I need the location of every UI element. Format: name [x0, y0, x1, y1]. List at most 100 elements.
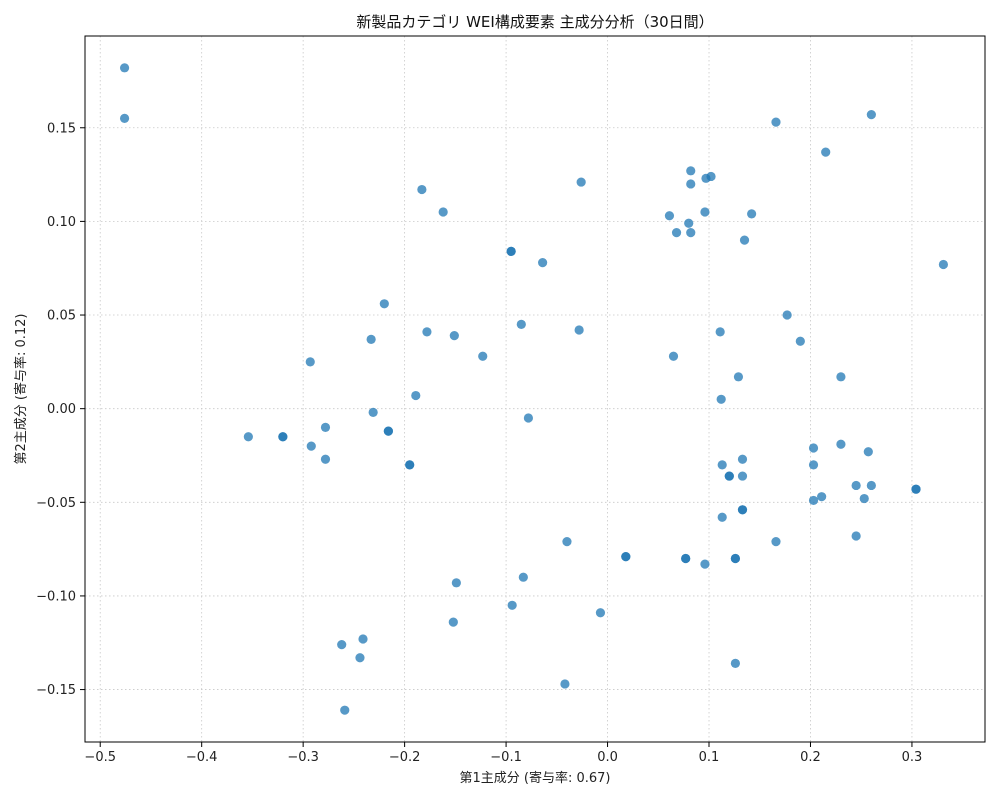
data-point	[383, 426, 393, 436]
data-point	[686, 166, 696, 176]
x-tick-label: −0.2	[389, 750, 421, 765]
data-point	[733, 372, 744, 382]
data-point	[737, 471, 748, 481]
data-point	[379, 299, 389, 309]
data-point	[119, 113, 130, 123]
data-point	[366, 334, 376, 344]
x-axis-title: 第1主成分 (寄与率: 0.67)	[459, 770, 610, 786]
data-point	[538, 257, 548, 268]
y-tick-label: 0.05	[47, 309, 76, 324]
data-point	[574, 325, 584, 335]
data-point	[724, 471, 734, 481]
data-point	[739, 235, 750, 245]
y-axis-title: 第2主成分 (寄与率: 0.12)	[13, 313, 29, 464]
data-point	[715, 327, 725, 337]
data-point	[405, 460, 415, 470]
data-point	[859, 493, 869, 504]
data-point	[411, 390, 421, 401]
data-point	[449, 331, 459, 341]
data-point	[817, 492, 827, 502]
data-point	[851, 480, 861, 491]
data-point	[506, 246, 516, 256]
data-point	[523, 413, 534, 423]
chart-title: 新製品カテゴリ WEI構成要素 主成分分析（30日間）	[356, 13, 713, 31]
data-point	[747, 209, 757, 219]
y-tick-label: −0.15	[36, 683, 76, 698]
data-point	[681, 553, 691, 564]
data-point	[808, 460, 819, 470]
data-point	[866, 110, 876, 120]
data-point	[119, 63, 130, 73]
data-point	[836, 372, 846, 382]
data-point	[737, 454, 748, 464]
x-tick-label: −0.4	[186, 750, 218, 765]
data-point	[737, 505, 748, 515]
data-point	[305, 357, 315, 367]
data-point	[516, 319, 526, 329]
y-axis-ticks: −0.15 −0.10 −0.05 0.00 0.05 0.10 0.15	[36, 121, 85, 698]
data-point	[911, 484, 921, 494]
data-point	[664, 211, 675, 221]
y-tick-label: 0.10	[47, 215, 76, 230]
data-point	[717, 512, 727, 522]
x-tick-label: 0.3	[902, 750, 923, 765]
data-point	[306, 441, 316, 451]
data-point	[668, 351, 679, 361]
x-tick-label: 0.1	[699, 750, 720, 765]
data-point	[706, 171, 716, 182]
data-point	[320, 454, 331, 464]
data-point	[808, 443, 819, 453]
data-point	[340, 705, 350, 715]
data-point	[243, 432, 253, 442]
data-point	[320, 422, 331, 432]
data-point	[422, 327, 432, 337]
data-points	[119, 63, 948, 715]
data-point	[686, 228, 696, 238]
data-point	[337, 640, 347, 650]
x-tick-label: −0.1	[490, 750, 522, 765]
data-point	[478, 351, 488, 361]
data-point	[851, 531, 861, 541]
data-point	[507, 600, 517, 610]
data-point	[700, 207, 710, 217]
grid-lines	[85, 36, 985, 742]
data-point	[771, 117, 781, 127]
data-point	[278, 432, 288, 442]
plot-frame	[84, 35, 986, 743]
data-point	[686, 179, 696, 189]
data-point	[438, 207, 448, 217]
data-point	[808, 495, 819, 506]
data-point	[560, 679, 570, 689]
data-point	[716, 394, 726, 404]
data-point	[518, 572, 528, 582]
data-point	[621, 552, 631, 562]
data-point	[448, 617, 458, 627]
y-tick-label: 0.00	[47, 402, 76, 417]
y-tick-label: −0.05	[36, 496, 76, 511]
x-tick-label: 0.2	[800, 750, 821, 765]
data-point	[730, 658, 740, 668]
data-point	[863, 447, 873, 457]
x-axis-ticks: −0.5 −0.4 −0.3 −0.2 −0.1 0.0 0.1 0.2 0.3	[84, 742, 922, 765]
data-point	[866, 480, 876, 491]
data-point	[795, 336, 805, 346]
data-point	[576, 177, 586, 187]
data-point	[358, 634, 368, 644]
data-point	[355, 653, 365, 663]
data-point	[717, 460, 727, 470]
data-point	[730, 553, 740, 564]
data-point	[700, 559, 710, 569]
data-point	[451, 578, 461, 588]
data-point	[368, 407, 378, 418]
x-tick-label: −0.3	[287, 750, 319, 765]
data-point	[836, 439, 846, 449]
data-point	[821, 147, 831, 157]
x-tick-label: −0.5	[84, 750, 116, 765]
data-point	[684, 218, 694, 228]
y-tick-label: −0.10	[36, 589, 76, 604]
data-point	[595, 608, 606, 618]
x-tick-label: 0.0	[597, 750, 618, 765]
data-point	[938, 259, 948, 270]
